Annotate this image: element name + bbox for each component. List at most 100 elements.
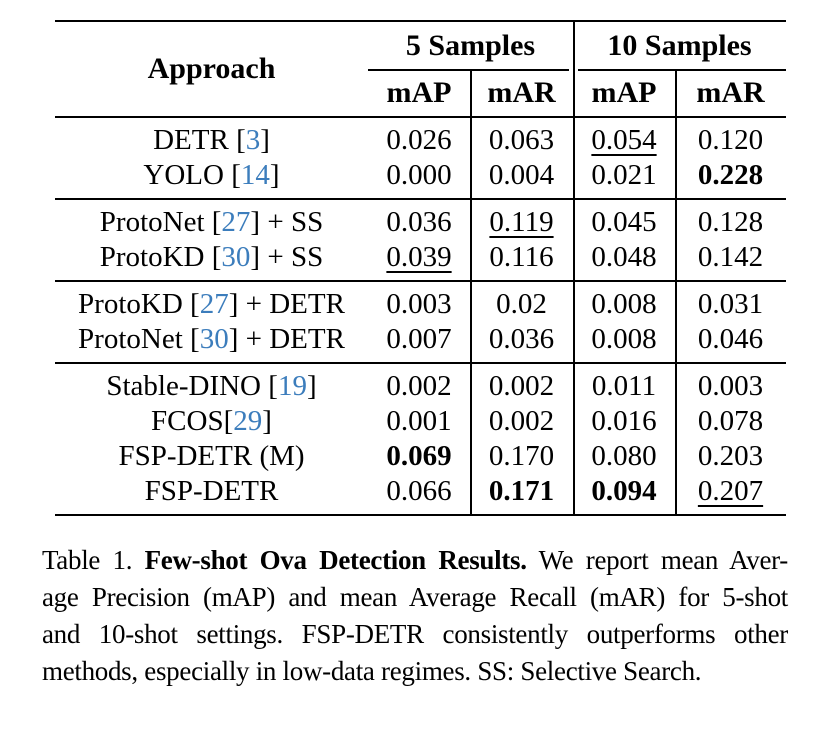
metric-value: 0.039 bbox=[386, 241, 452, 273]
table-row: ProtoKD [30] + SS 0.039 0.116 0.048 0.142 bbox=[55, 240, 786, 275]
approach-label: FCOS[29] bbox=[151, 405, 272, 437]
table-group: DETR [3] 0.026 0.063 0.054 0.120 YOLO [14] 0.0… bbox=[55, 118, 786, 200]
value-cell: 0.120 bbox=[675, 123, 786, 158]
column-divider bbox=[675, 200, 677, 280]
approach-text: + DETR bbox=[238, 323, 345, 355]
metric-value: 0.094 bbox=[591, 475, 657, 507]
value-cell: 0.228 bbox=[675, 158, 786, 193]
column-divider bbox=[675, 364, 677, 514]
table-row: ProtoNet [27] + SS 0.036 0.119 0.045 0.128 bbox=[55, 205, 786, 240]
metric-value: 0.008 bbox=[591, 323, 657, 355]
table-row: FSP-DETR 0.066 0.171 0.094 0.207 bbox=[55, 474, 786, 509]
caption-text: and 10-shot settings. FSP-DETR consisten… bbox=[42, 619, 788, 649]
approach-label: DETR [3] bbox=[153, 124, 270, 156]
table-group: Stable-DINO [19] 0.002 0.002 0.011 0.003 FCOS… bbox=[55, 364, 786, 516]
citation-link[interactable]: 27 bbox=[199, 288, 229, 320]
value-cell: 0.001 bbox=[368, 404, 470, 439]
header-map-10: mAP bbox=[591, 76, 657, 109]
column-divider bbox=[573, 200, 575, 280]
approach-label: FSP-DETR bbox=[55, 474, 368, 509]
table-caption: Table 1. Few-shot Ova Detection Results.… bbox=[42, 542, 788, 690]
approach-label: ProtoKD [30] + SS bbox=[99, 241, 324, 273]
metric-value: 0.031 bbox=[697, 288, 764, 320]
metric-value: 0.002 bbox=[386, 370, 452, 402]
approach-text: DETR bbox=[153, 124, 237, 156]
column-divider bbox=[470, 200, 472, 280]
value-cell: 0.048 bbox=[573, 240, 675, 275]
value-cell: 0.128 bbox=[675, 205, 786, 240]
table-body: DETR [3] 0.026 0.063 0.054 0.120 YOLO [14] 0.0… bbox=[55, 118, 786, 516]
column-divider bbox=[573, 282, 575, 362]
value-cell: 0.142 bbox=[675, 240, 786, 275]
table-row: Stable-DINO [19] 0.002 0.002 0.011 0.003 bbox=[55, 369, 786, 404]
table-group: ProtoKD [27] + DETR 0.003 0.02 0.008 0.031 Pr… bbox=[55, 282, 786, 364]
value-cell: 0.066 bbox=[368, 474, 470, 509]
metric-value: 0.170 bbox=[488, 440, 555, 472]
caption-line: Table 1. Few-shot Ova Detection Results.… bbox=[42, 542, 788, 579]
value-cell: 0.045 bbox=[573, 205, 675, 240]
metric-value: 0.203 bbox=[697, 440, 764, 472]
metric-value: 0.002 bbox=[488, 405, 555, 437]
column-divider bbox=[470, 282, 472, 362]
column-divider bbox=[675, 118, 677, 198]
value-cell: 0.02 bbox=[470, 287, 573, 322]
caption-text: Table 1. bbox=[42, 545, 145, 575]
citation-link[interactable]: 19 bbox=[277, 370, 307, 402]
table-header: Approach 5 Samples 10 Samples mAP mAR mA… bbox=[55, 20, 786, 118]
metric-value: 0.002 bbox=[488, 370, 555, 402]
header-map-5: mAP bbox=[386, 76, 452, 109]
approach-text: ProtoNet bbox=[99, 206, 212, 238]
metric-value: 0.128 bbox=[697, 206, 764, 238]
value-cell: 0.003 bbox=[675, 369, 786, 404]
metric-value: 0.171 bbox=[488, 475, 555, 507]
value-cell: 0.080 bbox=[573, 439, 675, 474]
column-divider bbox=[573, 22, 575, 116]
header-group-5-samples: 5 Samples bbox=[405, 29, 536, 62]
metric-value: 0.036 bbox=[386, 206, 452, 238]
value-cell: 0.008 bbox=[573, 287, 675, 322]
metric-value: 0.142 bbox=[697, 241, 764, 273]
citation-link[interactable]: 14 bbox=[240, 159, 270, 191]
approach-text: ProtoKD bbox=[78, 288, 191, 320]
approach-text: Stable-DINO bbox=[106, 370, 269, 402]
metric-value: 0.080 bbox=[591, 440, 657, 472]
approach-label: ProtoKD [27] + DETR bbox=[78, 288, 345, 320]
citation-link[interactable]: 3 bbox=[245, 124, 261, 156]
header-mar-10: mAR bbox=[696, 76, 765, 109]
value-cell: 0.026 bbox=[368, 123, 470, 158]
value-cell: 0.004 bbox=[470, 158, 573, 193]
metric-value: 0.054 bbox=[591, 124, 657, 156]
approach-label: ProtoNet [27] + SS bbox=[99, 206, 324, 238]
metric-value: 0.003 bbox=[697, 370, 764, 402]
caption-text: age Precision (mAP) and mean Average Rec… bbox=[42, 582, 788, 612]
citation-link[interactable]: 30 bbox=[199, 323, 229, 355]
value-cell: 0.094 bbox=[573, 474, 675, 509]
caption-text: We report mean Aver- bbox=[526, 545, 789, 575]
column-divider bbox=[470, 364, 472, 514]
approach-label: FSP-DETR (M) bbox=[55, 439, 368, 474]
metric-value: 0.036 bbox=[488, 323, 555, 355]
column-divider bbox=[470, 70, 472, 116]
value-cell: 0.207 bbox=[675, 474, 786, 509]
column-divider bbox=[573, 364, 575, 514]
approach-text: ProtoNet bbox=[78, 323, 191, 355]
metric-value: 0.026 bbox=[386, 124, 452, 156]
value-cell: 0.069 bbox=[368, 439, 470, 474]
value-cell: 0.011 bbox=[573, 369, 675, 404]
citation-link[interactable]: 27 bbox=[221, 206, 251, 238]
metric-value: 0.078 bbox=[697, 405, 764, 437]
caption-text: methods, especially in low-data regimes.… bbox=[42, 656, 702, 686]
metric-value: 0.004 bbox=[488, 159, 555, 191]
citation-link[interactable]: 29 bbox=[233, 405, 263, 437]
value-cell: 0.007 bbox=[368, 322, 470, 357]
value-cell: 0.031 bbox=[675, 287, 786, 322]
table-row: DETR [3] 0.026 0.063 0.054 0.120 bbox=[55, 123, 786, 158]
metric-value: 0.021 bbox=[591, 159, 657, 191]
group-underline-rule bbox=[578, 69, 786, 71]
approach-label: ProtoNet [30] + DETR bbox=[78, 323, 345, 355]
metric-value: 0.02 bbox=[496, 288, 547, 320]
value-cell: 0.171 bbox=[470, 474, 573, 509]
citation-link[interactable]: 30 bbox=[221, 241, 251, 273]
table-group: ProtoNet [27] + SS 0.036 0.119 0.045 0.128 Pr… bbox=[55, 200, 786, 282]
table-row: ProtoKD [27] + DETR 0.003 0.02 0.008 0.031 bbox=[55, 287, 786, 322]
